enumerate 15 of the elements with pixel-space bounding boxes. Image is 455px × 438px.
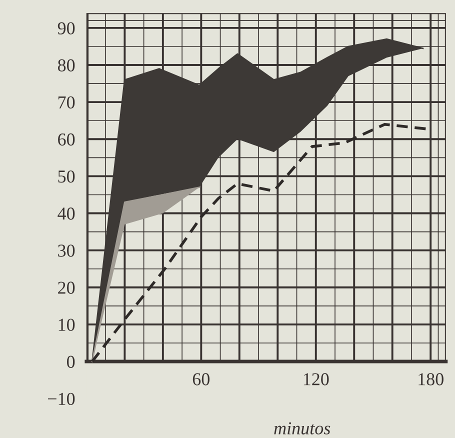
y-tick-label: 40 xyxy=(58,208,75,220)
y-tick-label: 20 xyxy=(58,282,75,294)
y-tick-label: 0 xyxy=(67,356,75,368)
x-axis-title: minutos xyxy=(274,422,330,434)
y-tick-label: −10 xyxy=(48,392,75,406)
y-tick-label: 70 xyxy=(58,96,75,109)
y-tick-label: 60 xyxy=(58,133,75,146)
y-tick-label: 50 xyxy=(58,170,75,183)
x-tick-label: 120 xyxy=(304,373,329,386)
y-tick-label: 80 xyxy=(58,59,75,72)
x-tick-label: 60 xyxy=(192,373,210,386)
y-tick-label: 10 xyxy=(58,318,75,331)
y-tick-label: 90 xyxy=(58,22,75,34)
x-tick-label: 180 xyxy=(418,373,444,386)
y-tick-label: 30 xyxy=(58,244,75,257)
